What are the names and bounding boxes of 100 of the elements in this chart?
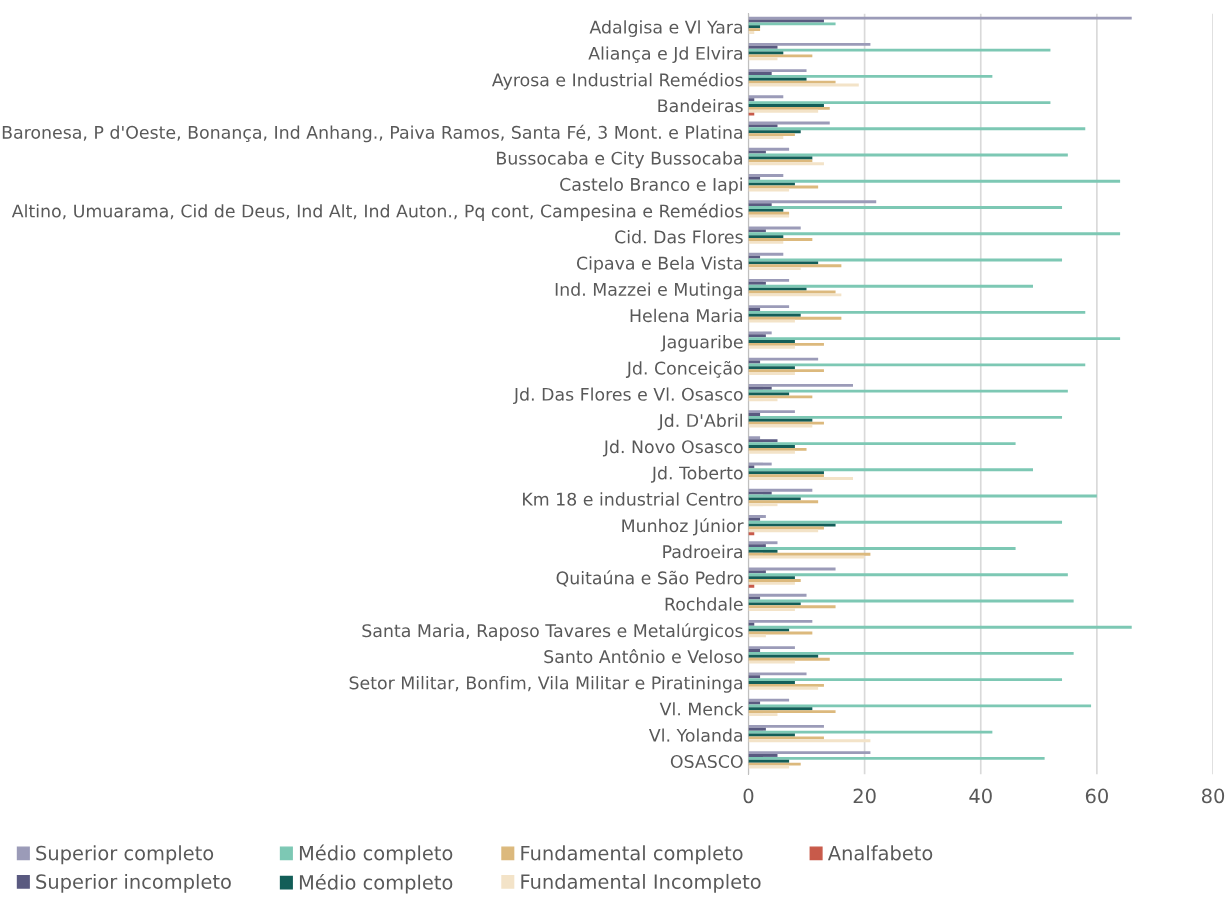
bar xyxy=(748,649,761,652)
bar xyxy=(748,651,1074,655)
bar xyxy=(748,625,1132,629)
bar xyxy=(748,176,761,180)
bar xyxy=(748,77,807,81)
bar xyxy=(748,447,807,451)
bar xyxy=(748,497,801,501)
bar xyxy=(748,72,772,75)
bar xyxy=(748,45,778,49)
bar xyxy=(748,657,830,661)
bar xyxy=(748,235,784,239)
bar xyxy=(748,605,836,609)
bar xyxy=(748,319,795,323)
bar xyxy=(748,421,824,425)
bar xyxy=(748,203,772,207)
bar xyxy=(748,310,1086,314)
y-tick-label: Bussocaba e City Bussocaba xyxy=(497,151,743,169)
bar xyxy=(748,345,795,349)
bar xyxy=(748,337,1121,341)
bar xyxy=(748,264,842,268)
bar xyxy=(748,179,1121,183)
legend-label: Superior incompleto xyxy=(36,873,231,893)
bar xyxy=(748,477,853,480)
bar xyxy=(748,576,795,580)
bar xyxy=(748,515,766,518)
bar xyxy=(748,133,795,137)
bar xyxy=(748,69,807,73)
bar xyxy=(748,503,778,507)
bar xyxy=(748,517,761,521)
bar xyxy=(748,710,836,714)
bar xyxy=(748,106,830,110)
bar xyxy=(748,418,813,422)
bar xyxy=(748,95,784,99)
bar xyxy=(748,74,993,78)
bar xyxy=(748,727,766,731)
bar xyxy=(748,57,778,61)
bar xyxy=(748,261,819,265)
x-tick-label: 60 xyxy=(1085,788,1108,804)
bar xyxy=(748,334,766,338)
bar xyxy=(748,686,819,690)
y-tick-label: Jd. D'Abril xyxy=(657,413,742,431)
bar xyxy=(748,442,1016,446)
y-tick-label: Cid. Das Flores xyxy=(615,230,743,244)
bar xyxy=(748,713,778,716)
bar xyxy=(748,570,766,574)
bar xyxy=(748,707,813,711)
bar xyxy=(748,287,807,291)
bar xyxy=(748,445,795,448)
bar xyxy=(748,683,824,687)
bar xyxy=(748,316,842,320)
bar xyxy=(748,596,761,600)
bar xyxy=(748,660,795,664)
y-tick-label: Vl. Menck xyxy=(659,702,744,716)
bar xyxy=(748,54,813,58)
y-tick-label: Setor Militar, Bonfim, Vila Militar e Piratininga xyxy=(349,675,743,693)
y-tick-label: Jaguaribe xyxy=(660,334,743,352)
bar xyxy=(748,756,1045,760)
y-tick-label: OSASCO xyxy=(670,754,743,769)
bar xyxy=(748,150,766,154)
bar xyxy=(748,439,778,443)
bar xyxy=(748,383,853,387)
bar xyxy=(748,724,824,728)
y-tick-label: Jd. Novo Osasco xyxy=(602,439,743,457)
bar xyxy=(748,240,784,244)
y-tick-label: Santa Maria, Raposo Tavares e Metalúrgicos xyxy=(362,623,743,641)
bar xyxy=(748,48,1051,52)
bar xyxy=(748,363,1086,367)
bar xyxy=(748,739,871,743)
y-tick-label: Adalgisa e Vl Yara xyxy=(589,20,743,37)
bar xyxy=(748,541,778,545)
y-tick-label: Quitaúna e São Pedro xyxy=(556,570,743,587)
bar xyxy=(748,759,790,763)
bar xyxy=(748,549,778,553)
legend-label: Fundamental Incompleto xyxy=(521,873,761,893)
bar xyxy=(748,736,824,740)
bar xyxy=(748,255,761,259)
bar xyxy=(748,698,790,702)
x-tick-label: 0 xyxy=(743,788,754,804)
bar xyxy=(748,450,795,454)
legend-label: Fundamental completo xyxy=(521,845,743,865)
bar xyxy=(748,22,836,26)
y-tick-label: Ayrosa e Industrial Remédios xyxy=(491,72,743,90)
y-tick-label: Aliança e Jd Elvira xyxy=(588,46,743,64)
legend-label: Analfabeto xyxy=(827,845,933,861)
bar xyxy=(748,672,807,676)
y-tick-label: Jd. Toberto xyxy=(650,466,743,483)
x-tick-label: 40 xyxy=(969,788,992,804)
bar xyxy=(748,278,790,282)
y-tick-label: Bandeiras xyxy=(658,98,743,113)
y-tick-label: Km 18 e industrial Centro xyxy=(523,492,743,506)
bar xyxy=(748,529,819,533)
bar xyxy=(748,395,813,399)
y-tick-label: Padroeira xyxy=(663,544,743,559)
bar xyxy=(748,232,1121,236)
y-tick-label: Jd. Das Flores e Vl. Osasco xyxy=(513,387,743,405)
y-tick-label: Cipava e Bela Vista xyxy=(576,256,743,274)
bar xyxy=(748,101,1051,105)
y-tick-label: Jd. Conceição xyxy=(625,360,743,378)
y-tick-label: Munhoz Júnior xyxy=(622,518,744,536)
bar xyxy=(748,730,993,734)
